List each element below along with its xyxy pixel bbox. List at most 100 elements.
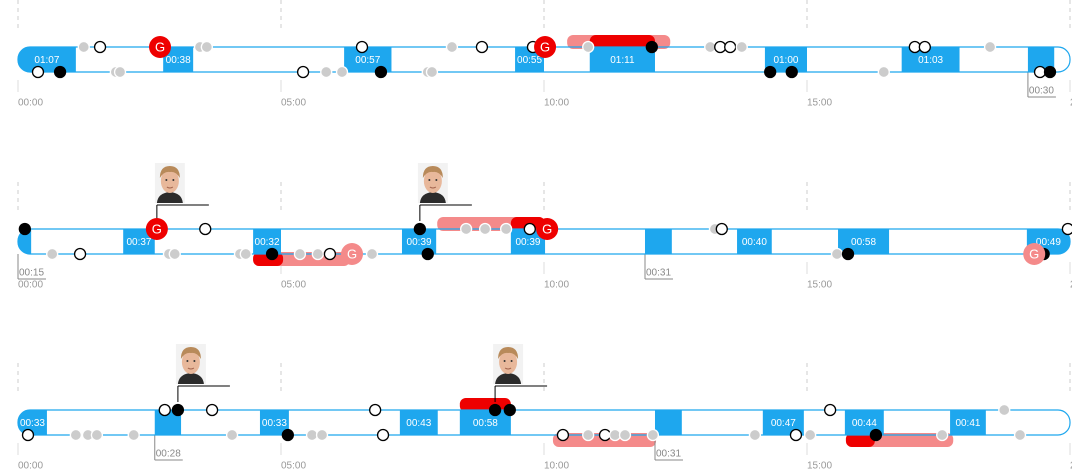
goal-marker	[536, 218, 559, 240]
shift-box	[654, 410, 682, 435]
event-dot	[582, 428, 595, 442]
goal-label: G	[155, 39, 165, 54]
event-dot	[239, 247, 252, 261]
shift-label: 00:47	[771, 418, 796, 429]
shift-label: 00:33	[262, 418, 287, 429]
event-dot	[376, 428, 390, 442]
event-dot	[199, 222, 212, 236]
player-photo	[417, 162, 449, 204]
event-dot	[225, 428, 239, 442]
event-dot	[735, 40, 748, 54]
event-dot	[645, 40, 658, 54]
shift-label: 00:39	[407, 237, 432, 248]
event-dot	[93, 40, 107, 54]
goal-marker	[1023, 243, 1046, 265]
event-dot	[46, 247, 59, 261]
event-dot	[983, 40, 997, 54]
x-tick-label: 15:00	[807, 280, 832, 291]
event-dot	[748, 428, 762, 442]
shift-label: 00:41	[955, 418, 980, 429]
shift-label: 00:33	[20, 418, 45, 429]
x-tick-label: 05:00	[281, 98, 306, 109]
shift-label: 01:03	[918, 55, 943, 66]
event-dot	[503, 403, 516, 417]
event-dot	[877, 65, 890, 79]
event-dot	[1043, 65, 1057, 79]
event-dot	[715, 222, 728, 236]
event-dot	[413, 222, 427, 236]
shift-label: 00:40	[742, 237, 767, 248]
shift-label: 00:31	[656, 449, 681, 460]
shift-box	[589, 47, 655, 72]
shift-label: 00:49	[1036, 237, 1061, 248]
event-dot	[618, 428, 632, 442]
event-dot	[421, 247, 434, 261]
event-dot	[998, 403, 1011, 417]
event-dot	[265, 247, 279, 261]
event-dot	[315, 428, 329, 442]
event-dot	[53, 65, 67, 79]
event-dot	[804, 428, 817, 442]
event-dot	[488, 403, 502, 417]
event-dot	[311, 247, 324, 261]
event-dot	[1061, 222, 1072, 236]
goal-label: G	[542, 221, 552, 236]
x-tick-label: 20:00	[1070, 280, 1072, 291]
event-dot	[73, 247, 87, 261]
event-dot	[21, 428, 35, 442]
x-tick-label: 00:00	[18, 280, 43, 291]
event-dot	[475, 40, 489, 54]
event-dot	[320, 65, 333, 79]
player-photo	[154, 162, 186, 204]
x-tick-label: 15:00	[807, 98, 832, 109]
event-dot	[281, 428, 294, 442]
event-dot	[445, 40, 459, 54]
shift-label: 00:37	[126, 237, 151, 248]
shift-label: 00:28	[156, 449, 181, 460]
x-tick-label: 10:00	[544, 98, 569, 109]
goal-label: G	[1029, 246, 1039, 261]
goal-marker	[149, 36, 172, 58]
track	[17, 409, 1071, 436]
event-dot	[113, 65, 127, 79]
x-tick-label: 00:00	[18, 98, 43, 109]
x-tick-label: 05:00	[281, 280, 306, 291]
shift-box	[950, 410, 986, 435]
player-photo	[175, 343, 207, 385]
penalty-bar	[845, 433, 875, 447]
event-dot	[425, 65, 439, 79]
event-dot	[523, 222, 536, 236]
x-tick-label: 05:00	[281, 461, 306, 472]
event-dot	[335, 65, 349, 79]
shift-box	[18, 229, 32, 254]
event-dot	[77, 40, 90, 54]
shift-box	[459, 410, 511, 435]
event-dot	[168, 247, 181, 261]
shift-label: 00:44	[852, 418, 877, 429]
shift-label: 00:58	[851, 237, 876, 248]
event-dot	[499, 222, 513, 236]
period-row: 00:00 05:00 10:00 15:00 20:00 01:07 00:38 00:57…	[17, 0, 1072, 109]
event-dot	[355, 40, 369, 54]
shift-label: 01:11	[610, 55, 635, 66]
x-tick-label: 10:00	[544, 280, 569, 291]
event-dot	[869, 428, 883, 442]
event-dot	[830, 247, 844, 261]
event-dot	[158, 403, 171, 417]
event-dot	[646, 428, 660, 442]
event-dot	[936, 428, 949, 442]
event-dot	[90, 428, 104, 442]
event-dot	[171, 403, 185, 417]
penalty-bar	[589, 35, 655, 49]
x-tick-label: 20:00	[1070, 461, 1072, 472]
event-dot	[582, 40, 595, 54]
event-dot	[18, 222, 31, 236]
period-row: 00:00 05:00 10:00 15:00 20:00 00:15 00:37 00:32…	[17, 162, 1072, 291]
event-dot	[369, 403, 382, 417]
event-dot	[293, 247, 307, 261]
goal-label: G	[347, 246, 357, 261]
event-dot	[460, 222, 473, 236]
event-dot	[296, 65, 310, 79]
shift-label: 00:58	[473, 418, 498, 429]
shift-label: 00:57	[355, 55, 380, 66]
